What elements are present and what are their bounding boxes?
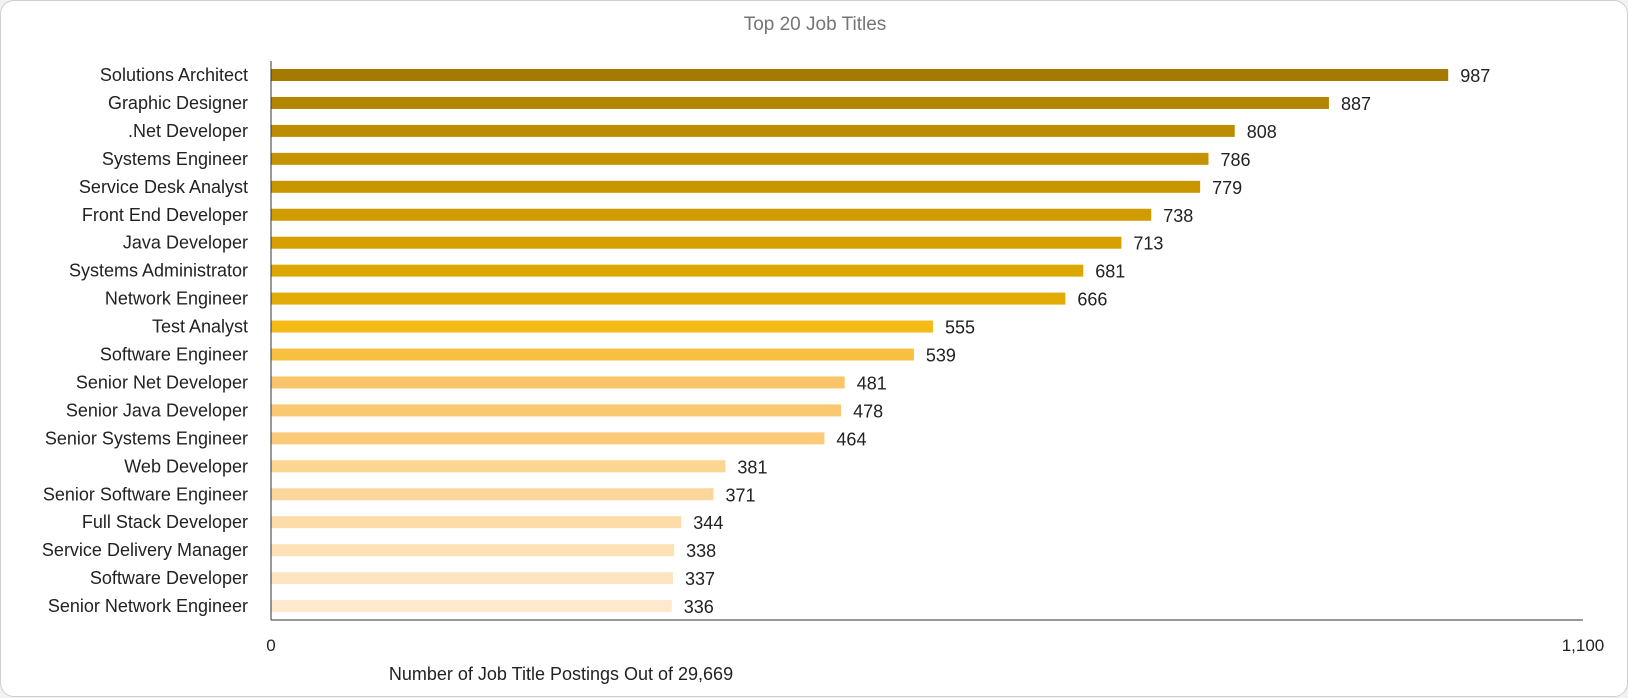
category-label: Service Desk Analyst: [79, 177, 248, 197]
value-label: 481: [857, 373, 887, 393]
category-label: Test Analyst: [152, 317, 248, 337]
category-label: Senior Systems Engineer: [45, 428, 248, 448]
category-label: Front End Developer: [82, 205, 248, 225]
value-label: 666: [1077, 290, 1107, 310]
category-label: Java Developer: [123, 233, 248, 253]
bar[interactable]: [271, 152, 1209, 165]
category-label: Software Developer: [90, 568, 248, 588]
bar[interactable]: [271, 180, 1201, 193]
chart-title: Top 20 Job Titles: [744, 14, 887, 35]
value-label: 338: [686, 541, 716, 561]
value-label: 344: [693, 513, 723, 533]
bars-group: Solutions Architect 987 Graphic Designer 88…: [42, 65, 1490, 617]
bar[interactable]: [271, 516, 682, 529]
category-label: Systems Engineer: [102, 149, 248, 169]
bar[interactable]: [271, 348, 914, 361]
x-ticks-group: 0 1,100: [266, 636, 1604, 655]
bar[interactable]: [271, 488, 714, 501]
value-label: 464: [836, 429, 866, 449]
bar[interactable]: [271, 320, 933, 333]
bar[interactable]: [271, 404, 842, 417]
category-label: Web Developer: [124, 456, 248, 476]
value-label: 779: [1212, 178, 1242, 198]
bar[interactable]: [271, 544, 675, 557]
category-label: Graphic Designer: [108, 93, 248, 113]
value-label: 738: [1163, 206, 1193, 226]
value-label: 987: [1460, 66, 1490, 86]
category-label: .Net Developer: [128, 121, 248, 141]
value-label: 381: [737, 457, 767, 477]
x-axis-title: Number of Job Title Postings Out of 29,6…: [389, 664, 733, 684]
bar[interactable]: [271, 572, 673, 585]
bar[interactable]: [271, 69, 1449, 81]
value-label: 681: [1095, 262, 1125, 282]
value-label: 887: [1341, 94, 1371, 114]
bar[interactable]: [271, 96, 1329, 109]
bar[interactable]: [271, 208, 1152, 221]
value-label: 336: [684, 597, 714, 617]
bar[interactable]: [271, 600, 672, 613]
value-label: 478: [853, 401, 883, 421]
category-label: Senior Software Engineer: [43, 484, 248, 504]
bar[interactable]: [271, 236, 1122, 249]
category-label: Service Delivery Manager: [42, 540, 248, 560]
bar[interactable]: [271, 460, 726, 473]
value-label: 713: [1133, 234, 1163, 254]
x-tick-label: 1,100: [1562, 636, 1605, 655]
value-label: 555: [945, 318, 975, 338]
category-label: Senior Net Developer: [76, 372, 248, 392]
value-label: 337: [685, 569, 715, 589]
bar[interactable]: [271, 376, 845, 389]
bar[interactable]: [271, 432, 825, 445]
bar[interactable]: [271, 264, 1084, 277]
category-label: Senior Network Engineer: [48, 596, 248, 616]
bar[interactable]: [271, 124, 1235, 137]
x-tick-label: 0: [266, 636, 275, 655]
value-label: 786: [1220, 150, 1250, 170]
category-label: Software Engineer: [100, 345, 248, 365]
category-label: Systems Administrator: [69, 261, 248, 281]
category-label: Solutions Architect: [100, 65, 248, 85]
bar[interactable]: [271, 292, 1066, 305]
category-label: Senior Java Developer: [66, 400, 248, 420]
category-label: Full Stack Developer: [82, 512, 248, 532]
value-label: 371: [726, 485, 756, 505]
category-label: Network Engineer: [105, 289, 248, 309]
value-label: 808: [1247, 122, 1277, 142]
value-label: 539: [926, 346, 956, 366]
